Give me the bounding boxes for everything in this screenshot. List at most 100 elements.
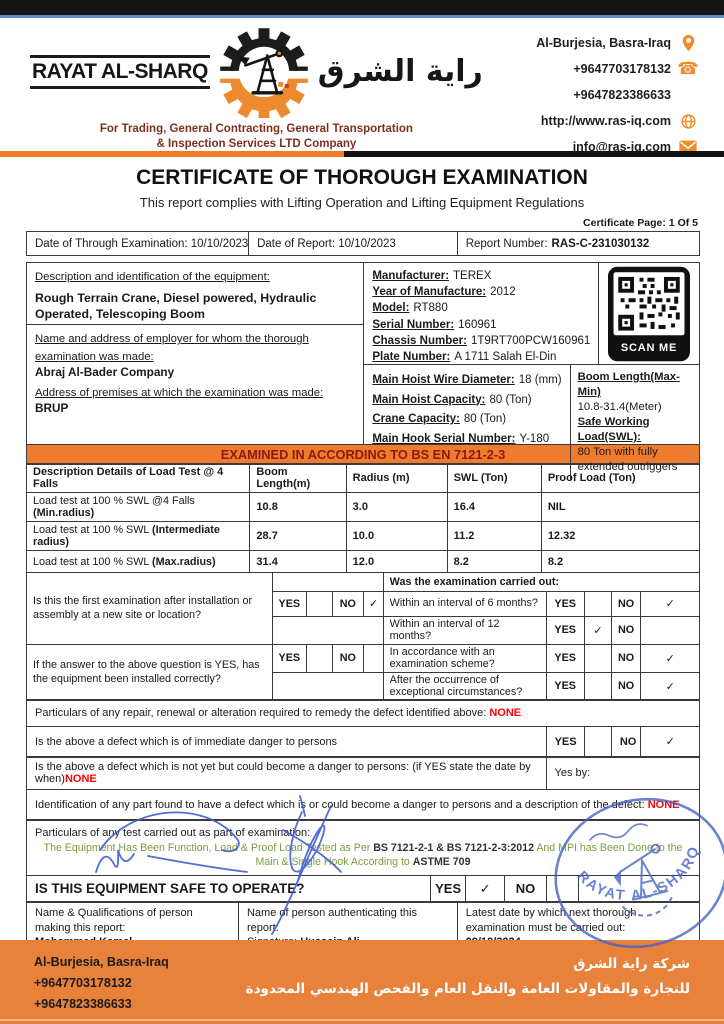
wordmark-rule-bottom [30, 86, 210, 89]
sub3-yes-checkbox [583, 643, 612, 673]
sub4-yes-label: YES [545, 671, 585, 701]
hook-serial-label: Main Hook Serial Number: [372, 432, 516, 445]
sub4-yes-checkbox [583, 671, 612, 701]
spec-chassis-value: 1T9RT700PCW160961 [470, 334, 591, 347]
swl-value: 80 Ton with fully extended outriggers [577, 446, 678, 473]
spec-manufacturer-label: Manufacturer: [372, 270, 450, 282]
col-radius: Radius (m) [345, 463, 448, 493]
date-row-table: Date of Through Examination: 10/10/2023 … [25, 231, 701, 256]
sub3-no-label: NO [610, 643, 642, 673]
spec-plate-value: A 1711 Salah El-Din [454, 351, 557, 364]
qr-code: SCAN ME [608, 266, 691, 361]
contact-address-row: Al-Burjesia, Basra-Iraq [536, 34, 698, 52]
spec-manufacturer-value: TEREX [453, 270, 492, 282]
footer-company-name-ar: شركة راية الشرق [573, 956, 690, 972]
load-test-row-intermediate: Load test at 100 % SWL (Intermediate rad… [25, 521, 701, 551]
test-particulars-note: The Equipment Has Been Function, Load & … [43, 842, 683, 868]
exam-sub-6months: Within an interval of 6 months? [382, 590, 547, 617]
contact-list: Al-Burjesia, Basra-Iraq +9647703178132 ☎… [536, 26, 699, 154]
sub1-no-check-mark: ✓ [640, 590, 700, 617]
test-particulars-row: Particulars of any test carried out as p… [26, 819, 700, 876]
empty-cell [577, 874, 701, 903]
spec-serial-label: Serial Number: [372, 318, 455, 331]
exam-sub-12months: Within an interval of 12 months? [382, 615, 547, 645]
swl-min: 16.4 [446, 492, 542, 522]
report-number: Report Number: RAS-C-231030132 [456, 231, 701, 256]
employer-label: Name and address of employer for whom th… [35, 333, 309, 363]
qr-cell: SCAN ME [598, 263, 699, 364]
header: RAYAT AL-SHARQ [0, 18, 724, 154]
contact-website-row: http://www.ras-iq.com [541, 112, 698, 130]
proof-min: NIL [540, 492, 701, 522]
safe-no-label: NO [503, 874, 548, 903]
safe-to-operate-question: IS THIS EQUIPMENT SAFE TO OPERATE? [26, 874, 431, 903]
equipment-specs: Manufacturer: TEREX Year of Manufacture: 2… [364, 263, 598, 364]
date-of-report: Date of Report: 10/10/2023 [248, 231, 458, 256]
q1-no-label: NO [331, 590, 365, 617]
repair-particulars-label: Particulars of any repair, renewal or al… [35, 707, 490, 719]
q1-no-check-mark: ✓ [363, 590, 384, 617]
proof-max: 8.2 [540, 550, 701, 573]
spec-chassis-label: Chassis Number: [372, 334, 467, 347]
hoist-capacity-value: 80 (Ton) [489, 393, 532, 406]
footer: Al-Burjesia, Basra-Iraq +9647703178132 +… [0, 940, 724, 1024]
boom-length-value: 10.8-31.4(Meter) [577, 401, 662, 413]
radius-min: 3.0 [345, 492, 448, 522]
icon-spacer [678, 86, 698, 104]
desc-intermediate: Load test at 100 % SWL (Intermediate rad… [25, 521, 251, 551]
certificate-body: Date of Through Examination: 10/10/2023 … [25, 231, 701, 1012]
premises-label: Address of premises at which the examina… [35, 386, 324, 399]
future-danger-row: Is the above a defect which is not yet b… [26, 756, 701, 790]
footer-contact: Al-Burjesia, Basra-Iraq +9647703178132 +… [34, 952, 169, 1024]
immediate-no-check-mark: ✓ [640, 725, 700, 758]
equipment-description-cell: Description and identification of the eq… [27, 263, 364, 325]
footer-address: Al-Burjesia, Basra-Iraq [34, 955, 169, 969]
boom-specs: Boom Length(Max-Min) 10.8-31.4(Meter) Sa… [569, 365, 699, 480]
boom-max: 31.4 [249, 550, 347, 573]
contact-email[interactable]: info@ras-iq.com [572, 140, 671, 154]
defect-identification-value: NONE [647, 798, 680, 811]
empty-cell [271, 615, 384, 645]
company-name-en-block: RAYAT AL-SHARQ [30, 55, 210, 89]
top-bar [0, 0, 724, 18]
header-divider [0, 151, 724, 157]
load-test-row-min: Load test at 100 % SWL @4 Falls (Min.rad… [25, 492, 701, 522]
safe-yes-label: YES [429, 874, 467, 903]
company-tagline: For Trading, General Contracting, Genera… [100, 122, 413, 152]
hoist-specs: Main Hoist Wire Diameter: 18 (mm) Main Ho… [364, 365, 569, 480]
envelope-icon [678, 138, 698, 156]
exam-sub-exceptional: After the occurrence of exceptional circ… [382, 671, 547, 701]
exam-question-1: Is this the first examination after inst… [26, 571, 273, 645]
employer-premises-cell: Name and address of employer for whom th… [27, 325, 363, 444]
sub3-no-check-mark: ✓ [640, 643, 700, 673]
contact-website[interactable]: http://www.ras-iq.com [540, 114, 671, 128]
spec-model-label: Model: [372, 302, 410, 315]
contact-phone-2: +9647823386633 [573, 88, 671, 102]
q2-no-label: NO [331, 643, 365, 673]
q2-no-checkbox [363, 643, 384, 673]
footer-phone-2: +9647823386633 [34, 997, 132, 1011]
load-test-row-max: Load test at 100 % SWL (Max.radius) 31.4… [25, 550, 701, 573]
globe-icon [678, 112, 698, 130]
equipment-description-value: Rough Terrain Crane, Diesel powered, Hyd… [35, 291, 317, 321]
maker-label: Name & Qualifications of person making t… [35, 907, 193, 934]
col-boom-length: Boom Length(m) [249, 463, 347, 493]
sub2-yes-check-mark: ✓ [583, 615, 612, 645]
spec-serial-value: 160961 [458, 318, 497, 331]
safe-yes-check-mark: ✓ [465, 874, 505, 903]
divider-black [343, 151, 724, 157]
carried-out-header: Was the examination carried out: [382, 571, 701, 592]
sub4-no-label: NO [610, 671, 642, 701]
swl-label: Safe Working Load(SWL): [577, 416, 650, 443]
pumpjack-icon [243, 52, 283, 95]
immediate-no-label: NO [610, 725, 642, 758]
radius-intermediate: 10.0 [345, 521, 448, 551]
sub2-no-checkbox [640, 615, 700, 645]
q2-yes-checkbox [305, 643, 333, 673]
tagline-line-1: For Trading, General Contracting, Genera… [99, 123, 413, 135]
sub3-yes-label: YES [545, 643, 585, 673]
proof-intermediate: 12.32 [540, 521, 701, 551]
equipment-left-column: Description and identification of the eq… [27, 263, 365, 444]
employer-value: Abraj Al-Bader Company [35, 365, 175, 379]
defect-identification-row: Identification of any part found to have… [26, 788, 700, 821]
